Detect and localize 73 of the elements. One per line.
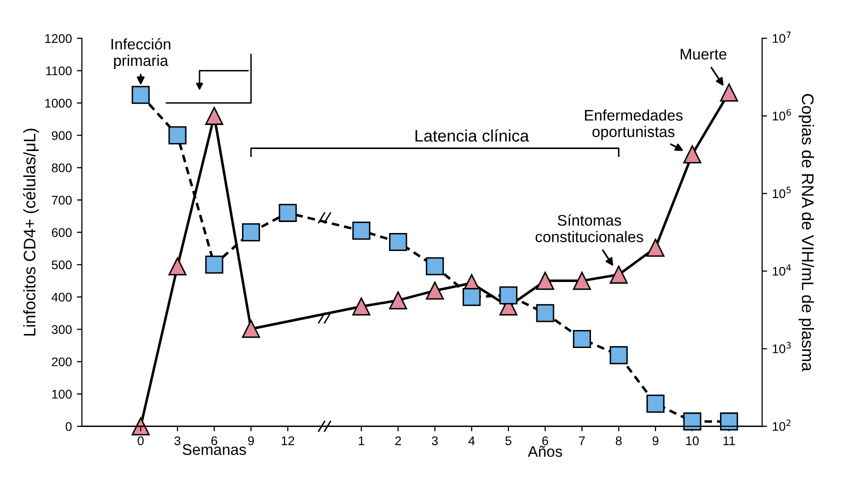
x-tick-label: 8 (616, 436, 622, 446)
point (536, 272, 554, 290)
point (352, 222, 370, 240)
text: Años (528, 446, 562, 457)
x-tick-label: 1 (358, 436, 364, 446)
point (610, 346, 628, 364)
y-tick-label: 200 (52, 357, 72, 366)
point (683, 412, 702, 430)
y2-tick-label: 10$^{5}$ (772, 186, 791, 198)
y-tick-label: 600 (52, 228, 72, 237)
point (352, 297, 370, 316)
point (205, 256, 224, 274)
x-axis-title: Semanas (182, 444, 246, 455)
point (646, 394, 665, 413)
x-tick-label: 9 (652, 436, 658, 446)
annotation: Latencia clínica (416, 129, 530, 142)
x-tick-label: 7 (579, 436, 585, 446)
point (499, 286, 518, 304)
y-tick-label: 800 (52, 163, 72, 172)
point (389, 291, 408, 310)
point (720, 84, 738, 102)
y2-tick-label: 10$^{4}$ (772, 264, 791, 276)
y-tick-label: 1000 (45, 98, 72, 108)
y2-tick-label: 10$^{7}$ (772, 32, 791, 43)
point (572, 272, 591, 290)
y-tick-label: 300 (52, 325, 72, 334)
y-tick-label: 0 (66, 422, 72, 431)
y-tick-label: 1200 (45, 34, 72, 43)
point (132, 86, 150, 104)
point (720, 412, 738, 430)
annotation: Infección primaria (112, 38, 170, 70)
y2-tick-label: 10$^{3}$ (772, 342, 791, 354)
point (426, 282, 444, 300)
y-tick-label: 500 (52, 260, 72, 270)
y-axis-title: Linfocitos CD4+ (células/μL) (23, 128, 39, 336)
x-tick-label: 6 (211, 436, 218, 446)
x-tick-label: 3 (174, 436, 180, 446)
point (389, 232, 408, 252)
point (132, 417, 150, 436)
x-tick-label: 12 (282, 436, 294, 446)
annotation: Muerte (680, 48, 726, 60)
x-tick-label: 4 (468, 436, 475, 446)
point (278, 204, 297, 222)
x-tick-label: 5 (505, 436, 512, 446)
point (572, 330, 591, 348)
x-tick-label: 0 (138, 436, 144, 446)
x-tick-label: 10 (686, 436, 699, 446)
annotation: Síntomas constitucionales (536, 214, 644, 242)
point (242, 223, 260, 242)
x-tick-label: 9 (248, 436, 254, 446)
point (646, 238, 665, 257)
point (168, 257, 186, 276)
point (205, 106, 224, 125)
x-tick-label: 6 (542, 436, 548, 446)
point (536, 304, 554, 322)
y2-axis-title: Copias de RNA de VIH/mL de plasma (798, 94, 814, 372)
y2-tick-label: 10$^{6}$ (772, 109, 791, 120)
point (426, 257, 444, 276)
x-tick-label: 11 (724, 436, 735, 446)
y-tick-label: 900 (52, 131, 72, 140)
point (168, 126, 186, 144)
point (610, 266, 628, 284)
x-tick-label: 2 (395, 436, 401, 446)
y-tick-label: 100 (52, 390, 72, 399)
point (462, 288, 481, 306)
annotation: Enfermedades oportunistas (585, 109, 683, 140)
y2-tick-label: 10$^{2}$ (772, 419, 791, 431)
point (683, 145, 702, 164)
y-tick-label: 1100 (46, 66, 72, 76)
point (242, 320, 260, 338)
y-tick-label: 700 (52, 196, 72, 205)
y-tick-label: 400 (52, 292, 72, 302)
x-tick-label: 3 (432, 436, 438, 446)
